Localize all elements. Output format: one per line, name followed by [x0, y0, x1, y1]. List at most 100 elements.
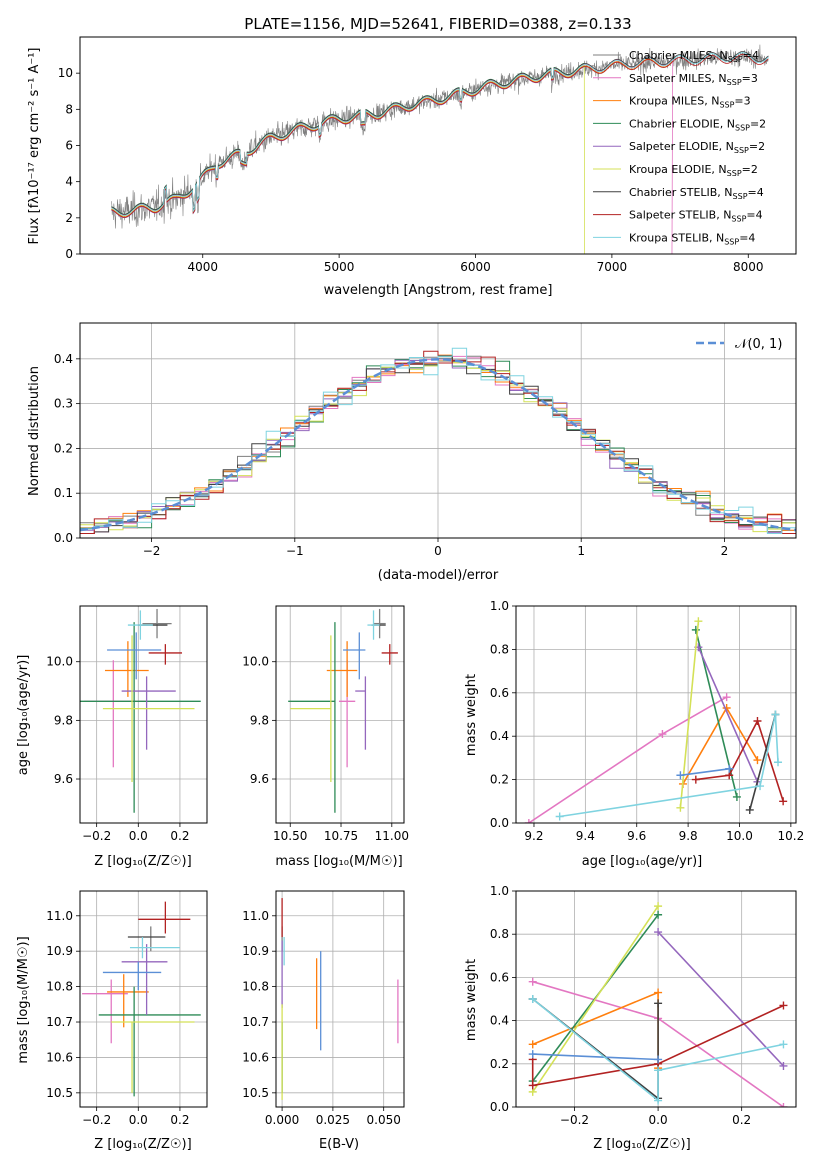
- errorbars: [82, 901, 201, 1097]
- y-tick-label: 0.4: [54, 352, 73, 366]
- legend-label-salpeter-elodie: Salpeter ELODIE, NSSP=2: [629, 140, 765, 155]
- series-line-salpeter-miles: [111, 56, 674, 254]
- series-line-kroupa-stelib: [532, 998, 784, 1103]
- series-line-salpeter-elodie: [697, 646, 759, 783]
- x-tick-label: 0.0: [129, 829, 148, 843]
- marker-salpeter-miles: [779, 1103, 788, 1107]
- legend-count: =3: [742, 72, 758, 85]
- series-line-chabrier-elodie: [111, 62, 585, 215]
- legend-count: =2: [749, 140, 765, 153]
- y-tick-label: 9.6: [54, 772, 73, 786]
- spectrum-axis-labels: wavelength [Angstrom, rest frame] Flux […: [27, 48, 552, 299]
- series-line-chabrier-miles: [111, 44, 769, 229]
- x-tick-label: 9.6: [627, 829, 646, 843]
- weight-z-xlabel: Z [log₁₀(Z/Z☉)]: [593, 1137, 690, 1152]
- marker-kroupa-stelib: [779, 1040, 788, 1049]
- errorbars: [288, 608, 398, 813]
- legend-label-salpeter-miles: Salpeter MILES, NSSP=3: [629, 72, 758, 87]
- mass-z-xlabel: Z [log₁₀(Z/Z☉)]: [94, 1137, 191, 1152]
- figure-title: PLATE=1156, MJD=52641, FIBERID=0388, z=0…: [244, 15, 631, 33]
- legend-count: =4: [746, 209, 762, 222]
- plot-frame: [79, 605, 208, 824]
- y-tick-label: 11.0: [46, 909, 73, 923]
- legend-subscript: SSP: [724, 237, 739, 246]
- y-tick-label: 1.0: [490, 884, 509, 898]
- plot-frame: [515, 605, 797, 824]
- plot-frame: [515, 890, 797, 1108]
- y-tick-label: 0.6: [490, 686, 509, 700]
- x-tick-label: −0.2: [560, 1113, 589, 1127]
- x-tick-label: 10.2: [778, 829, 805, 843]
- weight-age-axis-labels: age [log₁₀(age/yr)] mass weight: [464, 674, 702, 869]
- y-tick-label: 0.0: [54, 531, 73, 545]
- series-line-kroupa-stelib: [559, 714, 779, 818]
- marker-kroupa-miles: [528, 1040, 537, 1049]
- y-tick-label: 0.2: [54, 441, 73, 455]
- y-tick-label: 10.6: [242, 1050, 269, 1064]
- legend-label-chabrier-stelib: Chabrier STELIB, NSSP=4: [629, 186, 764, 201]
- series-line-salpeter-stelib: [531, 1004, 784, 1087]
- marker-salpeter-miles: [524, 819, 533, 823]
- legend-subscript: SSP: [735, 123, 750, 132]
- legend-label-chabrier-elodie: Chabrier ELODIE, NSSP=2: [629, 117, 766, 132]
- age-mass-axis-labels: mass [log₁₀(M/M☉)]: [275, 854, 402, 869]
- y-tick-label: 0.6: [490, 970, 509, 984]
- marker-salpeter-miles: [722, 693, 731, 702]
- legend-count: =4: [748, 186, 764, 199]
- mass-ebv-axis-labels: E(B-V): [319, 1137, 359, 1152]
- errorbars: [80, 608, 201, 813]
- x-tick-label: 9.2: [524, 829, 543, 843]
- spectrum-curves: [111, 44, 769, 254]
- y-tick-label: 4: [65, 175, 73, 189]
- marker-kroupa-stelib: [555, 812, 564, 821]
- series-line-kroupa-stelib: [111, 52, 769, 216]
- y-tick-label: 0.8: [490, 927, 509, 941]
- marker-chabrier-elodie: [732, 792, 741, 801]
- x-tick-label: 1: [577, 544, 585, 558]
- series-line-kroupa-elodie: [532, 905, 659, 1093]
- legend-count: =4: [743, 49, 759, 62]
- series-line-kroupa-miles: [682, 706, 759, 785]
- y-tick-label: 9.6: [250, 772, 269, 786]
- series-line-chabrier-stelib: [749, 714, 777, 811]
- marker-chabrier-stelib: [654, 999, 663, 1008]
- marker-chabrier-stelib: [745, 805, 754, 814]
- age-z-panel: −0.2 0.0 0.2 9.6 9.8 10.0: [46, 605, 208, 843]
- y-tick-label: 6: [65, 139, 73, 153]
- y-tick-label: 10.0: [46, 655, 73, 669]
- x-tick-label: 4000: [187, 260, 218, 274]
- plot-frame: [79, 890, 208, 1108]
- y-tick-label: 10.9: [242, 944, 269, 958]
- weight-lines: [528, 902, 788, 1107]
- x-tick-label: 5000: [324, 260, 355, 274]
- y-tick-label: 0.0: [490, 1100, 509, 1114]
- y-tick-label: 0: [65, 247, 73, 261]
- series-line-chabrier-stelib: [111, 51, 769, 215]
- marker-salpeter-elodie: [654, 928, 663, 937]
- spectrum-ylabel: Flux [fλ10⁻¹⁷ erg cm⁻² s⁻¹ A⁻¹]: [27, 48, 42, 245]
- x-tick-label: −0.2: [82, 1113, 111, 1127]
- legend-subscript: SSP: [731, 215, 746, 224]
- marker-kroupa-stelib: [756, 782, 765, 791]
- legend-count: =4: [739, 231, 755, 244]
- histogram-steps: [80, 347, 796, 534]
- x-tick-label: 6000: [460, 260, 491, 274]
- y-tick-label: 10.6: [46, 1050, 73, 1064]
- mass-z-axis-labels: Z [log₁₀(Z/Z☉)] mass [log₁₀(M/M☉)]: [16, 936, 192, 1152]
- age-z-axis-labels: Z [log₁₀(Z/Z☉)] age [log₁₀(age/yr)]: [16, 655, 192, 869]
- spectrum-xlabel: wavelength [Angstrom, rest frame]: [324, 283, 553, 298]
- x-tick-label: 0.0: [129, 1113, 148, 1127]
- y-tick-label: 0.0: [490, 816, 509, 830]
- weight-age-panel: 9.2 9.4 9.6 9.8 10.0 10.2 0.0 0.2 0.4 0.6 0.8 1.0: [490, 599, 804, 843]
- residuals-ylabel: Normed distribution: [27, 366, 42, 496]
- x-tick-label: 7000: [597, 260, 628, 274]
- legend-subscript: SSP: [734, 146, 749, 155]
- age-mass-panel: 10.50 10.75 11.00 9.6 9.8 10.0: [242, 605, 409, 843]
- marker-normal: [676, 771, 685, 780]
- x-tick-label: 10.0: [726, 829, 753, 843]
- x-tick-label: 9.4: [576, 829, 595, 843]
- y-tick-label: 0.4: [490, 729, 509, 743]
- marker-salpeter-stelib: [779, 1001, 788, 1010]
- marker-chabrier-elodie: [654, 910, 663, 919]
